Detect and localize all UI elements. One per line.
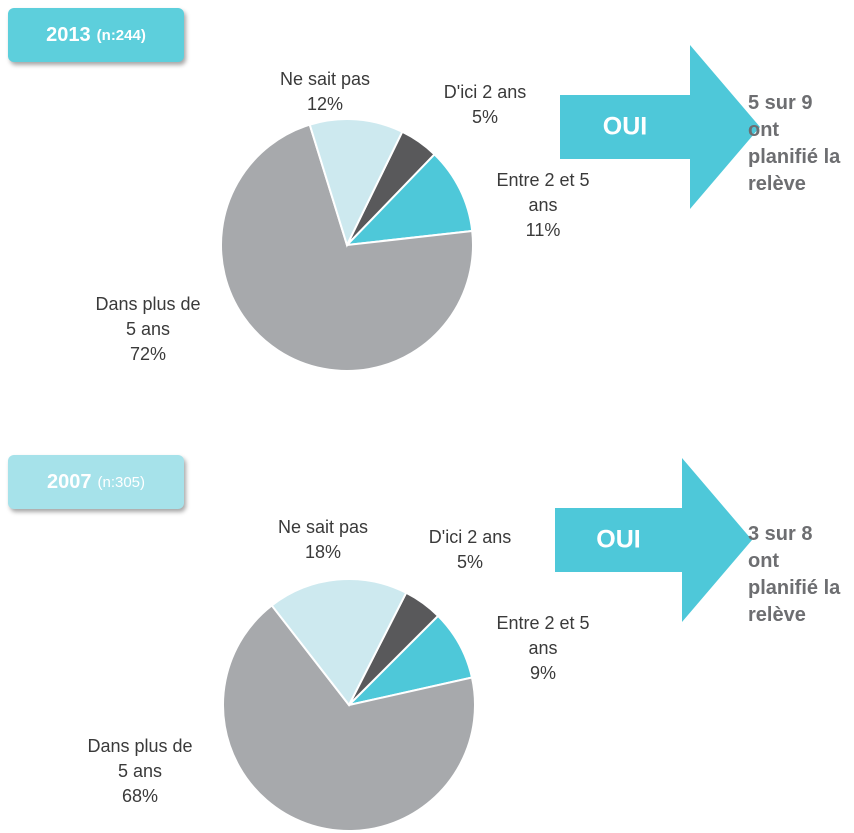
category-label: D'ici 2 ans [428,527,512,547]
arrow [555,458,752,622]
value-label: 68% [121,786,159,806]
slice-label: Entre 2 et 5 ans 11% [496,168,591,243]
arrow-label: OUI [596,525,641,554]
badge-subtitle: (n:244) [96,26,146,44]
value-label: 18% [304,542,342,562]
annotation: 3 sur 8 ont planifié la relève [748,523,841,626]
pie-slice [344,152,474,247]
value-label: 5% [456,552,483,572]
value-label: 5% [471,107,498,127]
category-label: Ne sait pas [279,69,371,89]
pie-slice [308,118,404,248]
value-label: 72% [129,344,167,364]
pie-slice [270,578,408,707]
value-label: 9% [529,663,556,683]
category-label: Ne sait pas [277,517,369,537]
category-label: Dans plus de 5 ans [95,294,201,339]
category-label: Entre 2 et 5 ans [496,170,590,215]
pie-slice [220,123,474,372]
category-label: Entre 2 et 5 ans [496,613,590,658]
arrow [560,45,760,209]
category-label: Dans plus de 5 ans [87,736,193,781]
slice-label: D'ici 2 ans 5% [400,525,540,575]
slice-label: Entre 2 et 5 ans 9% [496,611,591,686]
slice-label: Dans plus de 5 ans 68% [81,734,199,809]
value-label: 12% [306,94,344,114]
slice-label: Ne sait pas 18% [253,515,393,565]
pie-slice [222,604,476,832]
annotation: 5 sur 9 ont planifié la relève [748,92,841,195]
slice-label: Ne sait pas 12% [255,67,395,117]
category-label: D'ici 2 ans [443,82,527,102]
slice-label: Dans plus de 5 ans 72% [89,292,207,367]
badge-subtitle: (n:305) [97,473,146,491]
badge-title: 2007 [46,470,92,493]
year-badge: 2007 (n:305) [8,455,184,509]
year-badge: 2013 (n:244) [8,8,184,62]
value-label: 11% [525,220,561,240]
arrow-label: OUI [602,112,648,141]
slice-label: D'ici 2 ans 5% [415,80,555,130]
badge-title: 2013 [46,23,91,46]
